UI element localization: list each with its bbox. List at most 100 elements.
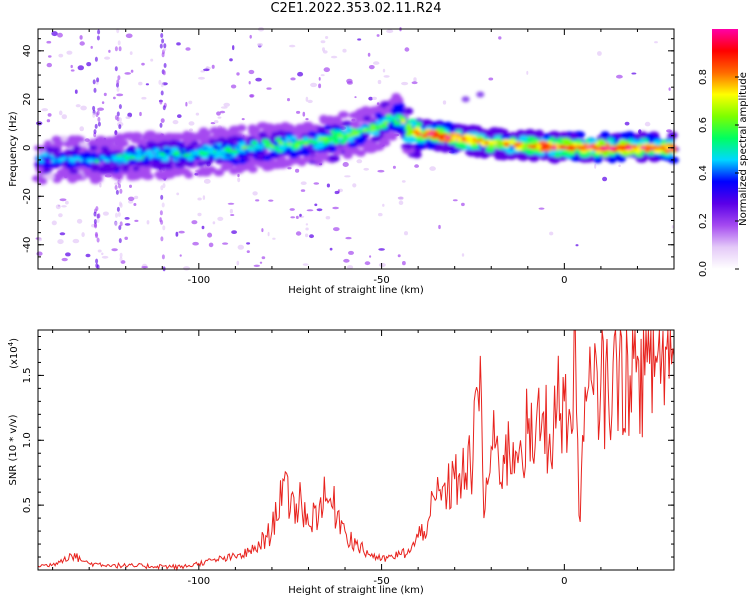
y-tick-label: -20 [22, 188, 33, 204]
spectrogram-ridge-blob [141, 159, 150, 164]
spectrogram-ridge-blob [561, 145, 567, 149]
spectrogram-y-ticks: -40 -20 0 20 40 [22, 38, 674, 270]
colorbar-gradient [712, 29, 738, 269]
spectrogram-ridge-blob [374, 125, 379, 130]
spectrogram-ridge-blob [338, 111, 349, 119]
spectrogram-noise-streak [118, 46, 122, 52]
spectrogram-ridge-blob [269, 160, 282, 168]
spectrogram-ridge-blob [129, 155, 136, 160]
spectrogram-noise-speckle [344, 175, 351, 178]
spectrogram-noise-speckle [397, 254, 401, 258]
spectrogram-noise-speckle [58, 110, 63, 116]
spectrogram-ridge-blob [198, 166, 211, 174]
spectrogram-noise-streak [117, 75, 121, 81]
colorbar-tick-label: 0.4 [698, 165, 709, 181]
spectrogram-ridge-blob [145, 140, 156, 147]
spectrogram-ridge-blob [182, 130, 192, 138]
spectrogram-ridge-blob [508, 132, 518, 140]
spectrogram-noise-streak [118, 183, 121, 189]
spectrogram-ridge-blob [254, 144, 262, 148]
spectrogram-ridge-blob [267, 124, 278, 132]
spectrogram-noise-speckle [346, 265, 354, 270]
spectrogram-noise-speckle [333, 227, 340, 232]
spectrogram-noise-speckle [602, 176, 608, 182]
spectrogram-noise-speckle [401, 81, 409, 86]
spectrogram-ridge-blob [401, 119, 406, 124]
spectrogram-noise-speckle [318, 77, 321, 81]
spectrogram-noise-speckle [51, 31, 58, 37]
spectrogram-noise-speckle [287, 167, 292, 170]
spectrogram-noise-speckle [46, 62, 52, 68]
spectrogram-ridge-blob [170, 147, 179, 152]
colorbar-label: Normalized spectral amplitude [738, 72, 749, 226]
spectrogram-noise-speckle [253, 264, 260, 267]
spectrogram-ridge-blob [424, 142, 437, 150]
spectrogram-noise-speckle [305, 227, 309, 231]
x-tick-label: -100 [187, 275, 210, 286]
spectrogram-ridge-blob [223, 130, 234, 138]
spectrogram-ridge-blob [237, 163, 249, 171]
colorbar-tick-label: 0.8 [698, 69, 709, 85]
spectrogram-noise-speckle [297, 71, 304, 77]
spectrogram-noise-streak [161, 38, 165, 44]
spectrogram-noise-speckle [99, 182, 102, 188]
spectrogram-noise-speckle [222, 242, 229, 245]
spectrogram-ridge-blob [362, 128, 368, 133]
spectrogram-noise-speckle [267, 231, 270, 237]
spectrogram-noise-speckle [46, 40, 52, 44]
spectrogram-ridge-blob [390, 118, 397, 122]
spectrogram-x-ticks: -100 -50 0 [52, 29, 675, 286]
spectrogram-noise-speckle [290, 77, 296, 81]
spectrogram-noise-speckle [305, 118, 309, 121]
spectrogram-noise-speckle [249, 94, 255, 98]
spectrogram-ridge-blob [236, 124, 247, 132]
spectrogram-noise-speckle [310, 82, 318, 88]
spectrogram-noise-speckle [57, 239, 64, 245]
spectrogram-ridge-blob [199, 130, 211, 138]
spectrogram-ridge-blob [147, 152, 152, 156]
spectrogram-ridge-blob [355, 108, 368, 116]
spectrogram-noise-speckle [125, 33, 133, 39]
spectrogram-ridge-blob [624, 131, 635, 139]
spectrogram-ridge-blob [406, 137, 417, 143]
spectrogram-noise-speckle [134, 195, 139, 200]
spectrogram-ridge-blob [632, 145, 638, 149]
spectrogram-ridge-blob [654, 139, 662, 146]
spectrogram-noise-speckle [128, 196, 135, 201]
spectrogram-noise-speckle [382, 68, 386, 73]
spectrogram-ridge-blob [288, 157, 301, 165]
spectrogram-noise-speckle [212, 221, 216, 225]
spectrogram-noise-speckle [306, 209, 314, 212]
spectrogram-noise-speckle [334, 190, 339, 195]
spectrogram-noise-speckle [668, 87, 671, 91]
spectrogram-noise-speckle [300, 181, 307, 185]
spectrogram-noise-streak [160, 194, 164, 200]
spectrogram-noise-speckle [223, 102, 230, 107]
spectrogram-ridge-blob [78, 158, 84, 162]
spectrogram-ridge-blob [36, 154, 42, 160]
spectrogram-noise-streak [93, 219, 97, 224]
spectrogram-ridge-blob [501, 134, 511, 141]
snr-series-line [37, 329, 675, 572]
spectrogram-noise-speckle [237, 177, 241, 183]
spectrogram-noise-speckle [320, 74, 325, 77]
spectrogram-ridge-blob [560, 150, 570, 157]
spectrogram-ridge-blob [344, 148, 354, 156]
spectrogram-ridge-blob [247, 147, 253, 152]
spectrogram-ridge-blob [342, 134, 348, 138]
spectrogram-noise-streak [119, 188, 123, 194]
spectrogram-ridge-blob [404, 142, 413, 150]
spectrogram-noise-speckle [329, 247, 333, 251]
spectrogram-ridge-blob [337, 134, 345, 139]
spectrogram-ridge-blob [354, 129, 360, 133]
spectrogram-noise-speckle [108, 49, 111, 53]
spectrogram-ridge-blob [227, 150, 233, 154]
spectrogram-noise-speckle [139, 111, 142, 117]
spectrogram-ridge-blob [124, 149, 132, 154]
spectrogram-ridge-blob [250, 126, 261, 135]
spectrogram-noise-streak [116, 206, 120, 212]
spectrogram-noise-speckle [322, 50, 328, 54]
spectrogram-noise-speckle [300, 189, 306, 192]
spectrogram-ridge-blob [155, 154, 163, 159]
spectrogram-ridge-blob [324, 124, 332, 131]
